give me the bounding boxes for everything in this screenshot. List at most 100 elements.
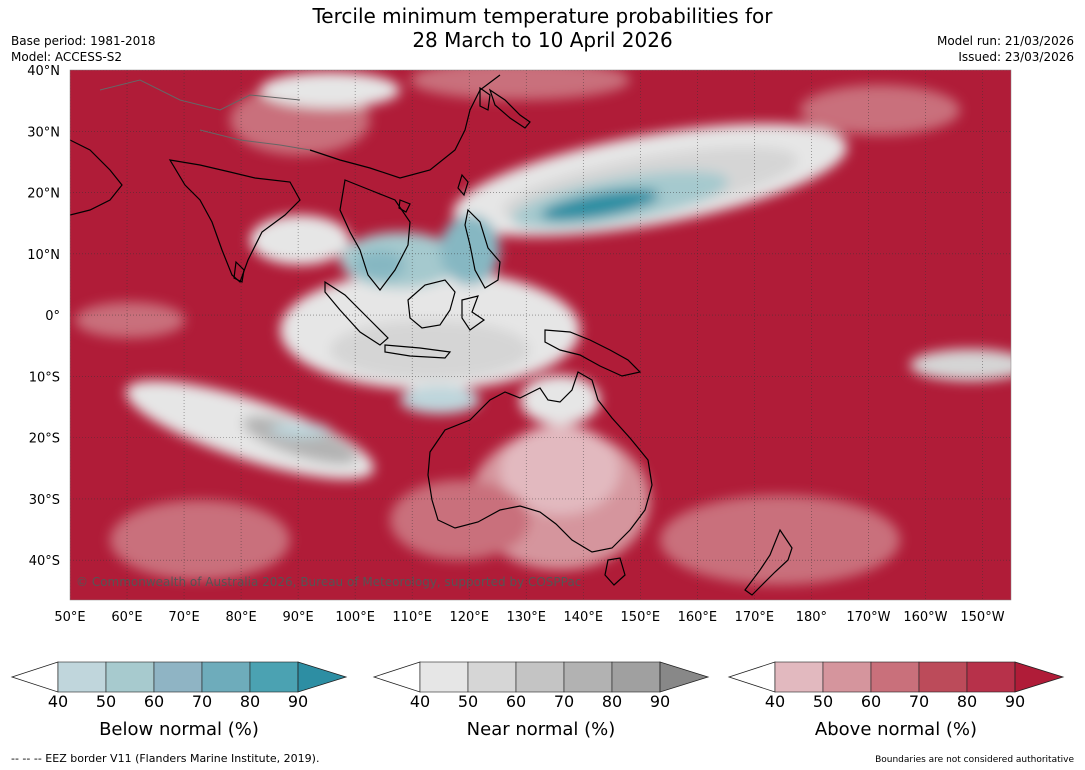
legend-swatch [563,661,613,693]
legend-tick-label: 70 [908,692,930,711]
lon-label: 160°E [678,610,718,625]
lon-label: 80°E [225,610,256,625]
legend-tick-label: 90 [287,692,309,711]
title-line-2: 28 March to 10 April 2026 [412,28,673,52]
lon-label: 90°E [282,610,313,625]
legend-min-arrow [10,661,59,693]
latitude-labels: 40°N 30°N 20°N 10°N 0° 10°S 20°S 30°S 40°S [27,64,60,569]
lon-label: 50°E [54,610,85,625]
lat-label: 40°N [27,64,60,79]
patch-above-southwest [110,500,290,580]
patch-near-north-australia [520,375,600,425]
lon-label: 150°W [960,610,1004,625]
legend-swatch [201,661,251,693]
legend-tick-label: 90 [1004,692,1026,711]
longitude-labels: 50°E 60°E 70°E 80°E 90°E 100°E 110°E 120°E 130°E… [54,610,1004,625]
legend-min-arrow [727,661,776,693]
lat-label: 20°S [29,432,60,447]
coastlines [70,74,793,596]
lon-label: 170°W [846,610,890,625]
coast-sulawesi [461,295,486,331]
lon-label: 170°E [735,610,775,625]
patch-above-north [410,70,630,100]
lon-label: 110°E [392,610,432,625]
lon-label: 60°E [111,610,142,625]
legend-tick-label: 50 [457,692,479,711]
lat-label: 30°N [27,125,60,140]
graticule [70,70,1011,600]
legend-tick-label: 40 [409,692,431,711]
legend-swatch [611,661,661,693]
legend-swatch [774,661,824,693]
patch-below-pacific-core [540,189,660,221]
legend-tick-label: 50 [812,692,834,711]
lat-label: 10°N [27,248,60,263]
meta-right: Model run: 21/03/2026 Issued: 23/03/2026 [937,33,1074,65]
patch-below-philippines [440,215,500,285]
coast-sumatra [324,280,389,346]
legend-swatch [105,661,155,693]
legend-swatch [467,661,517,693]
patch-above-southeast [660,495,900,585]
lon-label: 150°E [621,610,661,625]
meta-left: Base period: 1981-2018 Model: ACCESS-S2 [11,33,156,65]
legend-tick-label: 80 [239,692,261,711]
title-line-1: Tercile minimum temperature probabilitie… [312,4,773,28]
lon-label: 160°W [903,610,947,625]
chart-title: Tercile minimum temperature probabilitie… [0,4,1085,52]
country-borders [99,79,311,151]
legend-tick-label: 50 [95,692,117,711]
coast-arabia [70,139,123,216]
coast-tasmania [604,557,626,586]
patch-near-east [910,349,1011,381]
border-central-asia [99,79,301,111]
coast-china [309,74,501,179]
issued-date: Issued: 23/03/2026 [958,50,1074,64]
coast-australia [427,371,653,553]
legend-swatch [419,661,469,693]
coast-sri-lanka [233,260,245,283]
legend-swatch [966,661,1016,693]
model-name: Model: ACCESS-S2 [11,50,123,64]
legend-tick-label: 70 [553,692,575,711]
coast-borneo [407,279,456,329]
eez-note: -- -- -- EEZ border V11 (Flanders Marine… [11,752,320,765]
legend-min-arrow [372,661,421,693]
legend-max-arrow [1014,661,1065,693]
lat-label: 0° [45,309,60,324]
lon-label: 100°E [335,610,375,625]
lat-label: 30°S [29,493,60,508]
probability-map: 40°N 30°N 20°N 10°N 0° 10°S 20°S 30°S 40°S 50°E 6… [27,64,1012,625]
coast-taiwan [457,173,469,197]
legend-swatch [515,661,565,693]
legend-swatch [153,661,203,693]
legend-tick-label: 70 [191,692,213,711]
legend-swatch [870,661,920,693]
lon-label: 120°E [449,610,489,625]
legend-swatch [918,661,968,693]
lat-label: 40°S [29,554,60,569]
lat-label: 20°N [27,187,60,202]
copyright-text: © Commonwealth of Australia 2026, Bureau… [76,575,581,589]
legend-below-normal [10,661,348,693]
legend-tick-label: 60 [143,692,165,711]
coast-new-guinea [544,329,642,377]
legend-max-arrow [659,661,710,693]
legend-below-title: Below normal (%) [99,719,259,740]
patch-near-himalaya [260,72,400,108]
coast-hainan [398,199,411,213]
patch-below-indian [270,422,330,438]
legend-max-arrow [297,661,348,693]
coast-korea [479,86,491,111]
patch-near-maritime-core [330,320,530,380]
coast-india [168,159,301,284]
legend-above-title: Above normal (%) [814,719,978,740]
boundary-disclaimer: Boundaries are not considered authoritat… [875,755,1074,765]
coast-new-zealand [744,528,793,596]
model-run: Model run: 21/03/2026 [936,34,1074,48]
legend-swatch [57,661,107,693]
border-himalaya [199,129,311,151]
lon-label: 130°E [506,610,546,625]
patch-near-bay-bengal [250,215,350,265]
patch-above-australia-core [500,425,620,515]
